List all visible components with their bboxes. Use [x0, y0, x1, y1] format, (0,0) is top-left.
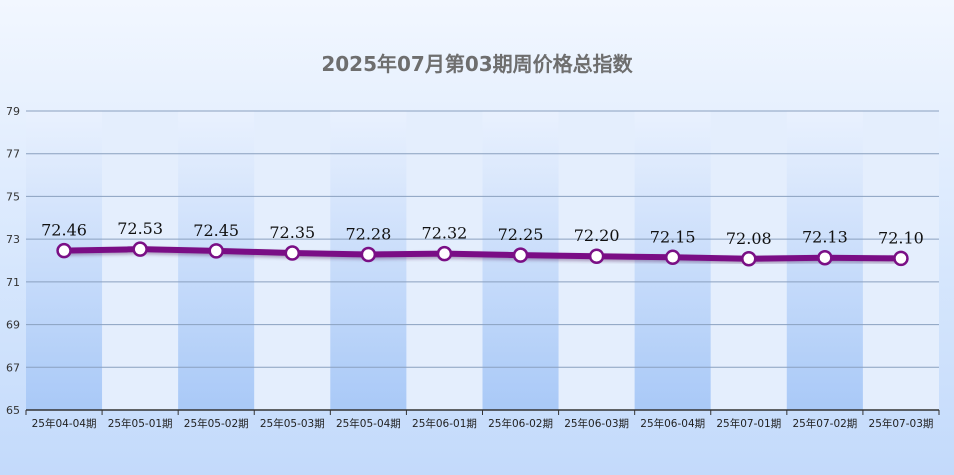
data-label: 72.08 [726, 229, 772, 248]
data-label: 72.20 [574, 226, 620, 245]
x-tick-label: 25年05-01期 [108, 417, 173, 430]
y-tick-label: 67 [6, 361, 20, 374]
y-tick-label: 75 [6, 190, 20, 203]
y-tick-label: 77 [6, 148, 20, 161]
column-band [102, 111, 179, 410]
data-point [208, 243, 224, 259]
x-tick-label: 25年05-04期 [336, 417, 401, 430]
chart-title: 2025年07月第03期周价格总指数 [321, 52, 633, 76]
data-point [741, 251, 757, 267]
data-label: 72.45 [193, 221, 239, 240]
data-point [284, 245, 301, 261]
data-label: 72.28 [345, 225, 391, 244]
x-tick-label: 25年07-01期 [716, 417, 781, 430]
data-point [588, 248, 605, 264]
x-tick-label: 25年05-03期 [260, 417, 325, 430]
column-band [178, 111, 255, 410]
data-label: 72.35 [269, 223, 315, 242]
data-label: 72.10 [878, 228, 924, 247]
x-tick-label: 25年04-04期 [32, 417, 97, 430]
x-tick-label: 25年07-03期 [869, 417, 934, 430]
series-line [61, 246, 904, 262]
x-tick-label: 25年05-02期 [184, 417, 249, 430]
column-band [26, 111, 103, 410]
data-label: 72.25 [498, 225, 544, 244]
y-tick-label: 79 [6, 105, 20, 118]
y-tick-label: 69 [6, 319, 20, 332]
x-tick-label: 25年06-02期 [488, 417, 553, 430]
data-point [436, 245, 453, 262]
data-point [893, 250, 909, 267]
x-tick-label: 25年06-01期 [412, 417, 477, 430]
x-tick-label: 25年06-03期 [564, 417, 629, 430]
x-tick-label: 25年06-04期 [640, 417, 705, 430]
data-point [132, 241, 148, 257]
data-point [56, 242, 72, 259]
data-label: 72.15 [650, 227, 696, 246]
x-tick-label: 25年07-02期 [792, 417, 857, 430]
data-point [817, 249, 833, 266]
data-label: 72.53 [117, 219, 163, 238]
data-label: 72.46 [41, 221, 87, 240]
y-tick-label: 71 [6, 276, 20, 289]
data-point [664, 249, 681, 266]
data-label: 72.32 [422, 224, 468, 243]
data-point [360, 246, 377, 263]
y-tick-label: 73 [6, 233, 20, 246]
y-tick-label: 65 [6, 404, 20, 417]
data-label: 72.13 [802, 228, 848, 247]
data-point [512, 247, 529, 263]
